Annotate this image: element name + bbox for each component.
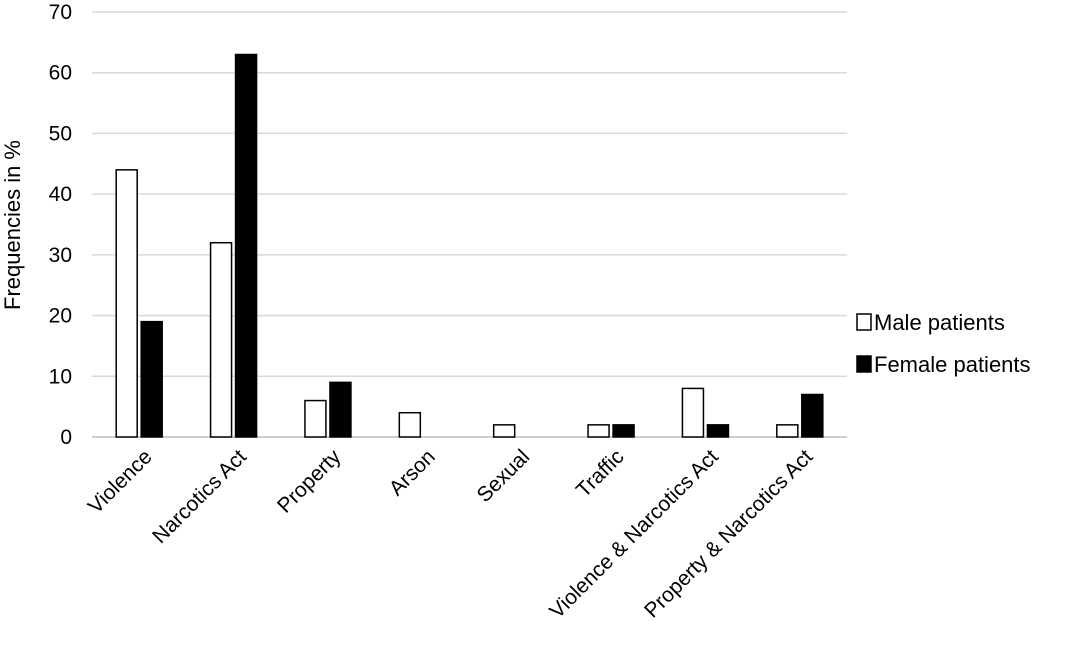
- y-tick-label: 70: [49, 1, 72, 24]
- x-category-label: Property: [273, 445, 346, 518]
- y-tick-label: 40: [49, 183, 72, 206]
- legend-label: Male patients: [874, 310, 1005, 335]
- bar-male: [776, 424, 799, 438]
- y-tick-label: 30: [49, 244, 72, 267]
- bar-female: [234, 53, 258, 438]
- x-category-label: Traffic: [572, 445, 629, 502]
- bars: [115, 53, 824, 438]
- gridlines: [92, 11, 847, 438]
- y-axis-title: Frequencies in %: [0, 140, 25, 310]
- y-tick-label: 60: [49, 62, 72, 85]
- bar-female: [706, 424, 730, 438]
- bar-female: [329, 381, 352, 438]
- x-category-label: Property & Narcotics Act: [640, 445, 817, 622]
- bar-female: [140, 320, 163, 438]
- legend: Male patients Female patients: [856, 310, 1031, 377]
- bar-male: [398, 411, 422, 438]
- x-category-label: Violence: [84, 445, 157, 518]
- bar-male: [209, 241, 233, 438]
- y-tick-label: 10: [49, 365, 72, 388]
- x-category-label: Violence & Narcotics Act: [545, 445, 723, 623]
- y-tick-label: 0: [60, 426, 72, 449]
- bar-male: [304, 399, 327, 438]
- bar-female: [801, 393, 824, 438]
- bar-male: [492, 424, 516, 438]
- x-category-label: Arson: [385, 445, 440, 500]
- bar-male: [115, 169, 138, 438]
- legend-swatch: [856, 355, 872, 373]
- x-category-label: Narcotics Act: [148, 445, 251, 548]
- y-axis-tick-labels: 0 10 20 30 40 50 60 70: [49, 1, 72, 449]
- legend-label: Female patients: [874, 352, 1031, 377]
- x-category-label: Sexual: [473, 445, 535, 507]
- bar-male: [681, 387, 705, 438]
- legend-swatch: [856, 313, 872, 331]
- bar-female: [612, 424, 635, 438]
- y-tick-label: 50: [49, 122, 72, 145]
- y-tick-label: 20: [49, 305, 72, 328]
- bar-male: [587, 424, 610, 438]
